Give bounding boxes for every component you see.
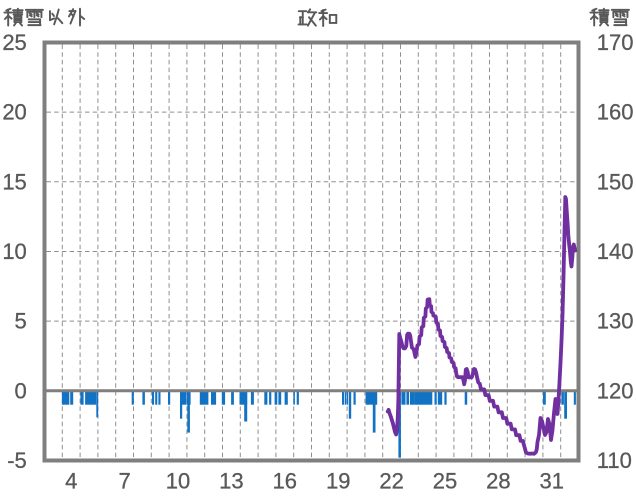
svg-text:16: 16: [273, 469, 297, 494]
svg-text:4: 4: [65, 469, 77, 494]
svg-text:25: 25: [2, 30, 26, 55]
svg-text:110: 110: [597, 448, 632, 473]
svg-text:10: 10: [2, 239, 26, 264]
svg-text:25: 25: [433, 469, 457, 494]
svg-text:22: 22: [379, 469, 403, 494]
svg-text:19: 19: [326, 469, 350, 494]
svg-text:31: 31: [540, 469, 564, 494]
svg-text:15: 15: [2, 169, 26, 194]
svg-text:28: 28: [486, 469, 510, 494]
svg-text:0: 0: [15, 378, 27, 403]
svg-text:-5: -5: [7, 448, 27, 473]
svg-text:10: 10: [166, 469, 190, 494]
svg-text:20: 20: [2, 100, 26, 125]
svg-text:7: 7: [118, 469, 130, 494]
svg-text:150: 150: [597, 169, 634, 194]
svg-text:170: 170: [597, 30, 634, 55]
svg-text:160: 160: [597, 100, 634, 125]
svg-text:13: 13: [219, 469, 243, 494]
svg-text:5: 5: [15, 309, 27, 334]
svg-text:130: 130: [597, 309, 634, 334]
svg-text:140: 140: [597, 239, 634, 264]
svg-text:120: 120: [597, 378, 634, 403]
